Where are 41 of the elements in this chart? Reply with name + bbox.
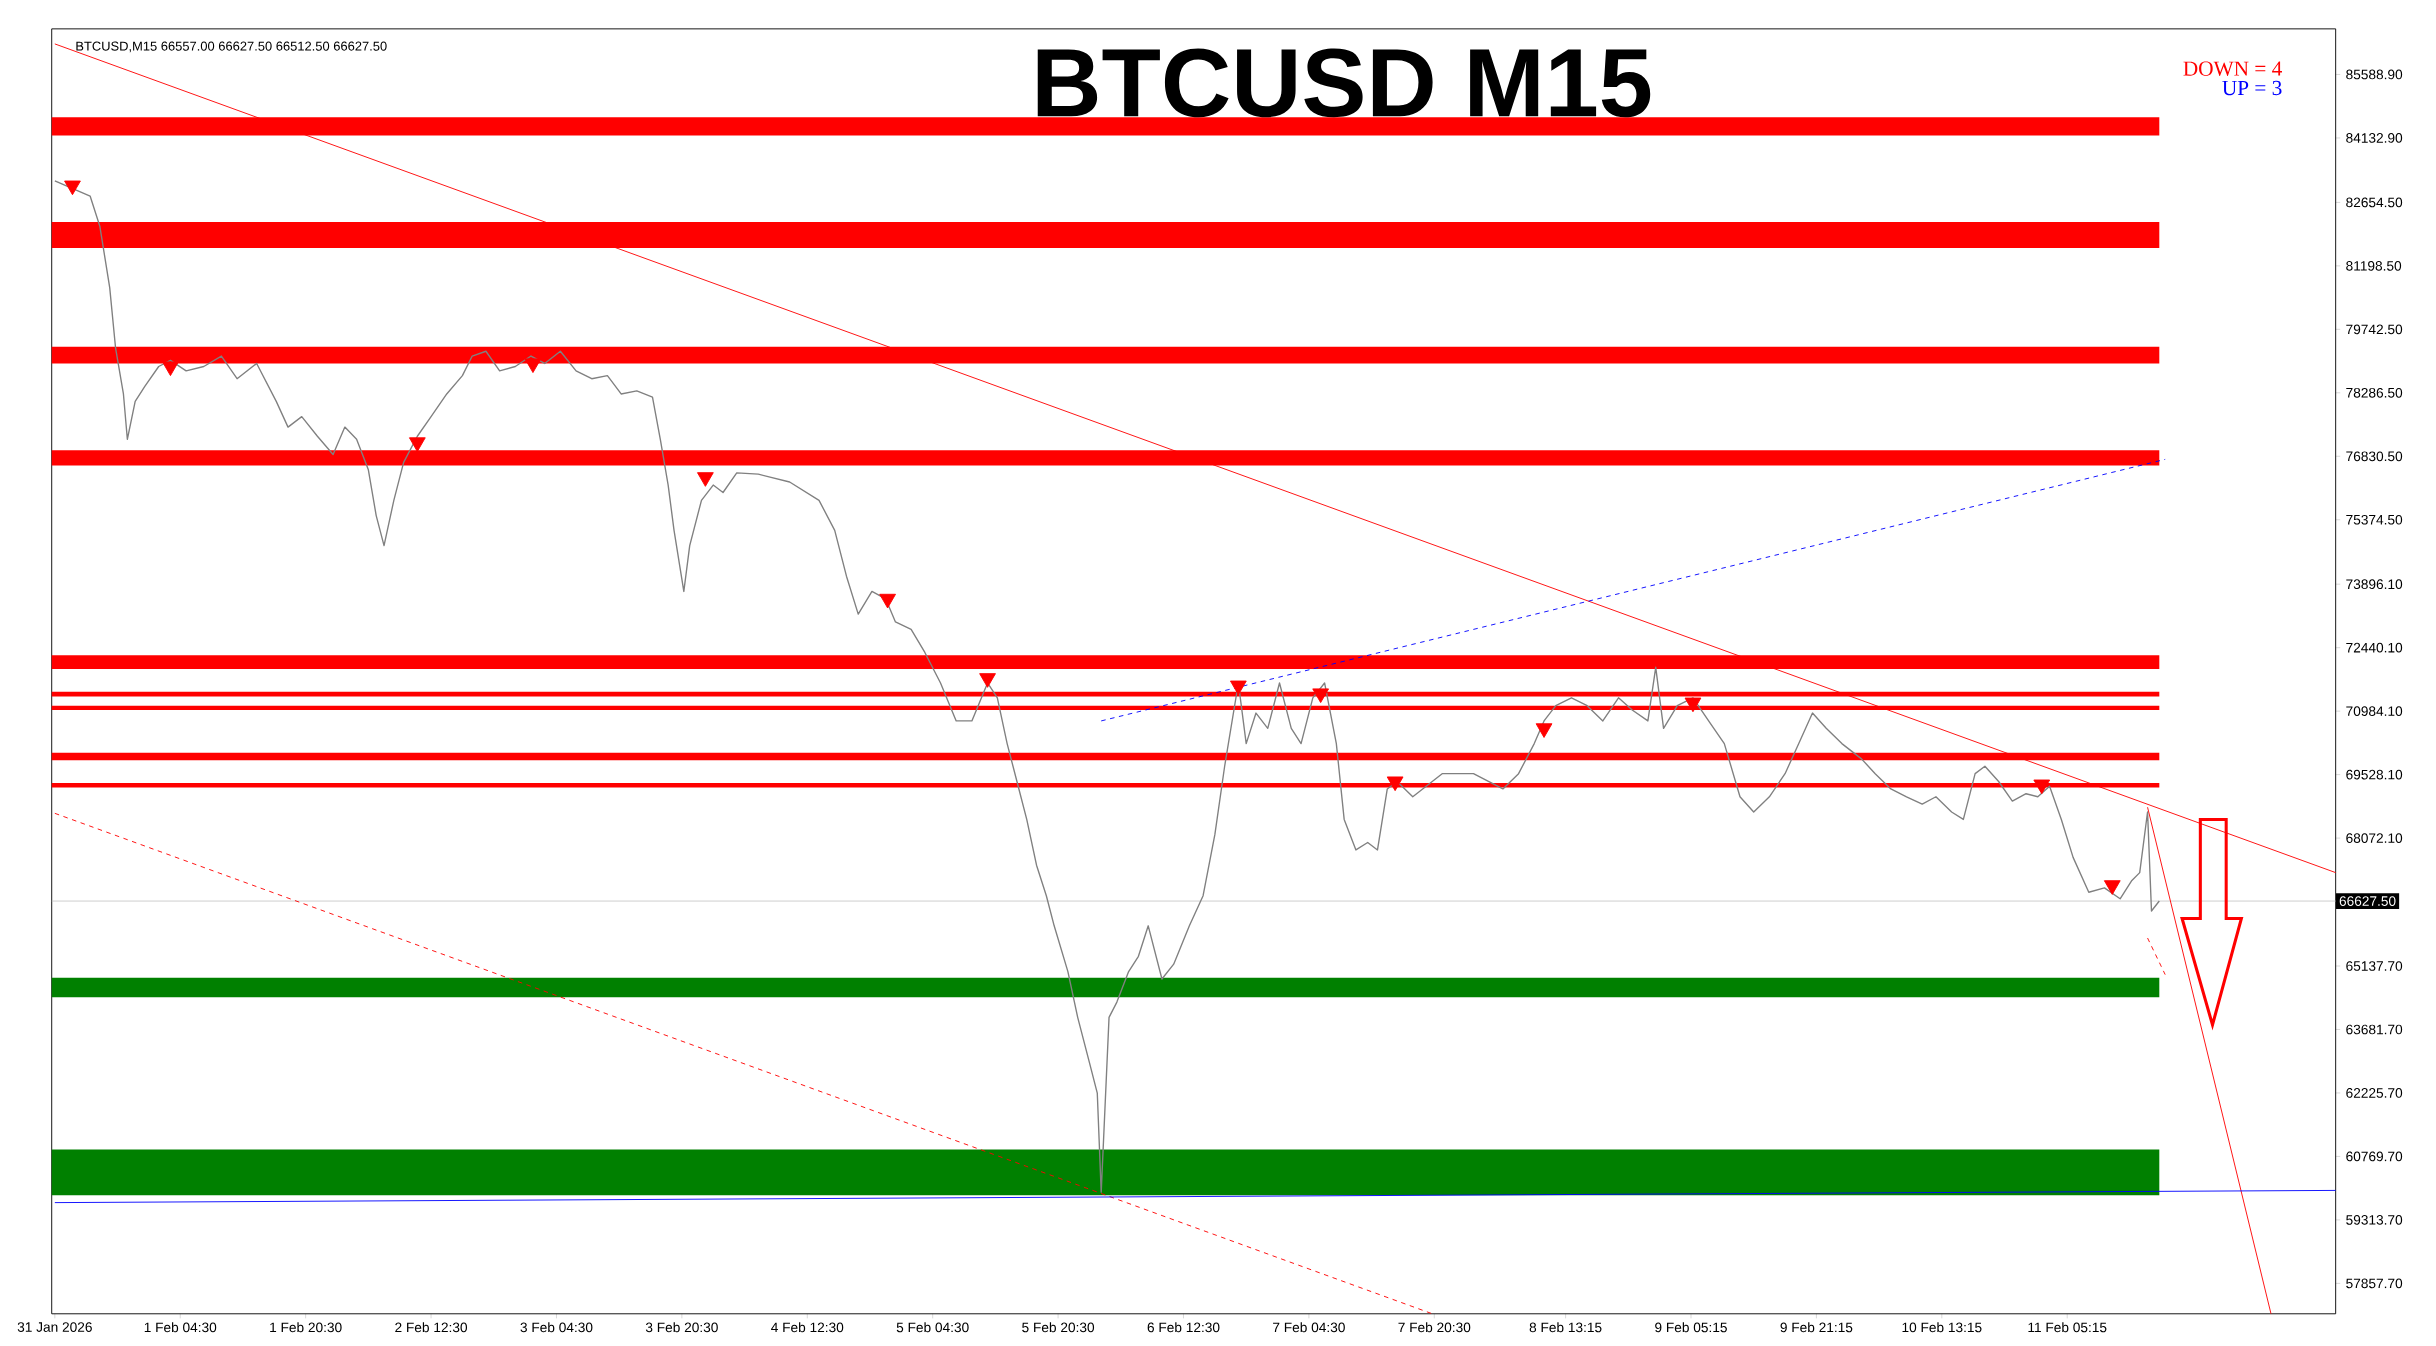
chart-title: BTCUSD M15 — [1037, 48, 1651, 118]
y-tick-label: 78286.50 — [2346, 388, 2403, 398]
x-tick-label: 9 Feb 21:15 — [1780, 1322, 1853, 1333]
ref-line-label: 66627.50 — [2339, 896, 2396, 907]
x-tick-label: 31 Jan 2026 — [17, 1322, 92, 1333]
annotation: UP = 3 — [2222, 80, 2282, 96]
x-tick-label: 7 Feb 20:30 — [1398, 1322, 1471, 1333]
x-tick-label: 3 Feb 20:30 — [645, 1322, 718, 1333]
x-tick-label: 9 Feb 05:15 — [1655, 1322, 1727, 1333]
x-tick-label: 5 Feb 20:30 — [1022, 1322, 1095, 1333]
x-tick-label: 5 Feb 04:30 — [896, 1322, 969, 1333]
y-tick-label: 82654.50 — [2346, 197, 2403, 208]
y-tick-label: 60769.70 — [2346, 1151, 2403, 1162]
y-tick-label: 68072.10 — [2346, 833, 2403, 844]
y-tick-label: 81198.50 — [2346, 261, 2402, 271]
y-tick-label: 62225.70 — [2346, 1088, 2403, 1098]
x-tick-label: 8 Feb 13:15 — [1529, 1322, 1602, 1333]
x-tick-label: 4 Feb 12:30 — [771, 1322, 844, 1333]
y-tick-label: 76830.50 — [2346, 451, 2403, 462]
y-tick-label: 73896.10 — [2346, 579, 2403, 590]
y-tick-label: 63681.70 — [2346, 1024, 2403, 1035]
y-tick-label: 65137.70 — [2346, 961, 2403, 972]
y-tick-label: 84132.90 — [2346, 133, 2403, 143]
x-tick-label: 1 Feb 04:30 — [144, 1322, 217, 1333]
y-tick-label: 59313.70 — [2346, 1215, 2403, 1225]
y-tick-label: 70984.10 — [2346, 706, 2403, 717]
x-tick-label: 10 Feb 13:15 — [1902, 1322, 1982, 1333]
annotation: DOWN = 4 — [2183, 61, 2282, 77]
x-tick-label: 11 Feb 05:15 — [2028, 1322, 2107, 1333]
x-tick-label: 3 Feb 04:30 — [520, 1322, 593, 1333]
y-tick-label: 69528.10 — [2346, 769, 2403, 780]
y-tick-label: 57857.70 — [2346, 1278, 2403, 1289]
y-tick-label: 72440.10 — [2346, 642, 2403, 653]
annotation: BTCUSD,M15 66557.00 66627.50 66512.50 66627.50 — [76, 41, 387, 53]
y-tick-label: 85588.90 — [2346, 69, 2403, 80]
x-tick-label: 7 Feb 04:30 — [1273, 1322, 1345, 1333]
x-tick-label: 6 Feb 12:30 — [1147, 1322, 1220, 1333]
x-tick-label: 2 Feb 12:30 — [395, 1322, 468, 1333]
y-tick-label: 79742.50 — [2346, 324, 2403, 335]
x-tick-label: 1 Feb 20:30 — [270, 1322, 342, 1333]
y-tick-label: 75374.50 — [2346, 515, 2403, 525]
